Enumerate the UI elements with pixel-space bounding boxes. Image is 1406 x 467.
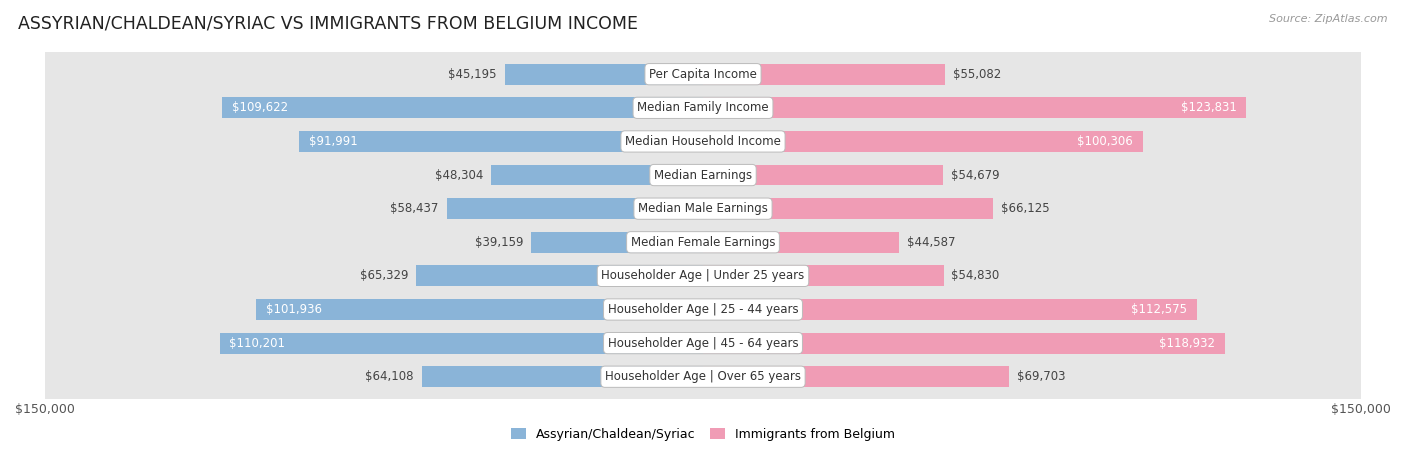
Text: $39,159: $39,159 [475, 236, 523, 249]
Bar [219, 333, 703, 354]
Bar [703, 98, 1246, 118]
Text: $101,936: $101,936 [266, 303, 322, 316]
Text: $48,304: $48,304 [434, 169, 484, 182]
FancyBboxPatch shape [45, 0, 1361, 467]
Bar [422, 366, 703, 387]
Bar [703, 198, 993, 219]
Text: Median Earnings: Median Earnings [654, 169, 752, 182]
Bar [703, 366, 1008, 387]
Bar [531, 232, 703, 253]
Bar [256, 299, 703, 320]
FancyBboxPatch shape [45, 0, 1361, 467]
Text: Median Female Earnings: Median Female Earnings [631, 236, 775, 249]
FancyBboxPatch shape [45, 0, 1361, 467]
Bar [416, 265, 703, 286]
Bar [703, 165, 943, 185]
Bar [703, 333, 1225, 354]
Text: $54,679: $54,679 [950, 169, 1000, 182]
FancyBboxPatch shape [45, 0, 1361, 467]
FancyBboxPatch shape [45, 0, 1361, 467]
Bar [703, 265, 943, 286]
Text: Householder Age | Under 25 years: Householder Age | Under 25 years [602, 269, 804, 283]
Text: $91,991: $91,991 [309, 135, 359, 148]
Text: $110,201: $110,201 [229, 337, 285, 350]
Text: Householder Age | 45 - 64 years: Householder Age | 45 - 64 years [607, 337, 799, 350]
FancyBboxPatch shape [45, 0, 1361, 467]
Text: $66,125: $66,125 [1001, 202, 1050, 215]
Text: ASSYRIAN/CHALDEAN/SYRIAC VS IMMIGRANTS FROM BELGIUM INCOME: ASSYRIAN/CHALDEAN/SYRIAC VS IMMIGRANTS F… [18, 14, 638, 32]
Bar [299, 131, 703, 152]
Text: $109,622: $109,622 [232, 101, 288, 114]
Text: Per Capita Income: Per Capita Income [650, 68, 756, 81]
Bar [447, 198, 703, 219]
Text: $44,587: $44,587 [907, 236, 955, 249]
FancyBboxPatch shape [45, 0, 1361, 467]
Text: $112,575: $112,575 [1130, 303, 1187, 316]
Bar [703, 64, 945, 85]
Text: Median Household Income: Median Household Income [626, 135, 780, 148]
Legend: Assyrian/Chaldean/Syriac, Immigrants from Belgium: Assyrian/Chaldean/Syriac, Immigrants fro… [510, 428, 896, 441]
Text: $55,082: $55,082 [952, 68, 1001, 81]
Text: $58,437: $58,437 [391, 202, 439, 215]
Bar [505, 64, 703, 85]
FancyBboxPatch shape [45, 0, 1361, 467]
Text: $123,831: $123,831 [1181, 101, 1236, 114]
Text: Median Male Earnings: Median Male Earnings [638, 202, 768, 215]
Text: $100,306: $100,306 [1077, 135, 1133, 148]
Bar [703, 131, 1143, 152]
Text: Householder Age | 25 - 44 years: Householder Age | 25 - 44 years [607, 303, 799, 316]
FancyBboxPatch shape [45, 0, 1361, 467]
Text: $45,195: $45,195 [449, 68, 496, 81]
Text: Median Family Income: Median Family Income [637, 101, 769, 114]
Bar [222, 98, 703, 118]
Text: $65,329: $65,329 [360, 269, 409, 283]
Text: $54,830: $54,830 [952, 269, 1000, 283]
Text: Householder Age | Over 65 years: Householder Age | Over 65 years [605, 370, 801, 383]
FancyBboxPatch shape [45, 0, 1361, 467]
Text: $69,703: $69,703 [1017, 370, 1066, 383]
Bar [703, 232, 898, 253]
Bar [703, 299, 1197, 320]
Text: Source: ZipAtlas.com: Source: ZipAtlas.com [1270, 14, 1388, 24]
Text: $118,932: $118,932 [1159, 337, 1215, 350]
Text: $64,108: $64,108 [366, 370, 413, 383]
Bar [491, 165, 703, 185]
